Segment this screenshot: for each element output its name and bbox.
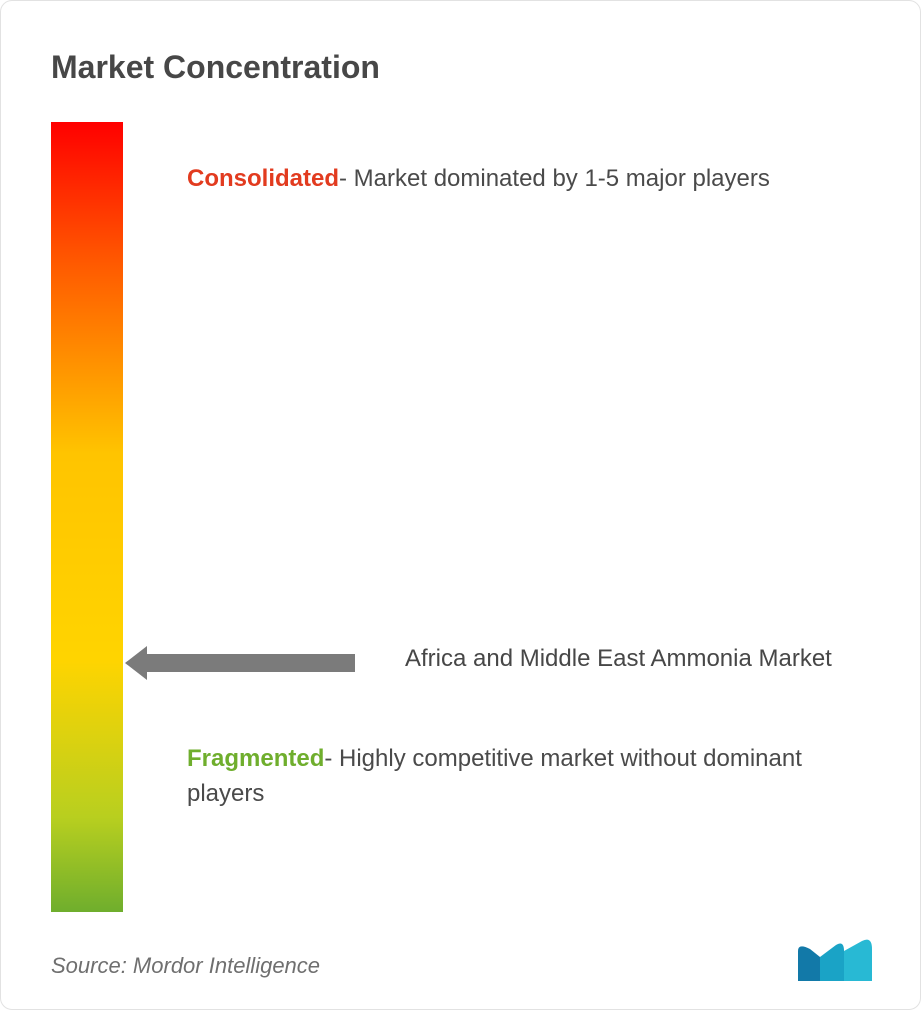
mordor-logo-icon bbox=[796, 937, 874, 983]
fragmented-lead: Fragmented bbox=[187, 745, 324, 772]
gradient-bar-wrap bbox=[51, 122, 123, 912]
source-text: Source: Mordor Intelligence bbox=[51, 953, 320, 979]
label-fragmented: Fragmented- Highly competitive market wi… bbox=[187, 742, 870, 812]
card-title: Market Concentration bbox=[51, 49, 870, 86]
concentration-gradient-bar bbox=[51, 122, 123, 912]
consolidated-rest: - Market dominated by 1-5 major players bbox=[339, 165, 770, 192]
label-consolidated: Consolidated- Market dominated by 1-5 ma… bbox=[187, 162, 870, 197]
consolidated-lead: Consolidated bbox=[187, 165, 339, 192]
label-market-pointer: Africa and Middle East Ammonia Market bbox=[187, 642, 870, 677]
market-name-text: Africa and Middle East Ammonia Market bbox=[405, 642, 832, 677]
market-concentration-card: Market Concentration Consolidated- Marke… bbox=[0, 0, 921, 1010]
content-row: Consolidated- Market dominated by 1-5 ma… bbox=[51, 122, 870, 912]
labels-column: Consolidated- Market dominated by 1-5 ma… bbox=[151, 122, 870, 912]
